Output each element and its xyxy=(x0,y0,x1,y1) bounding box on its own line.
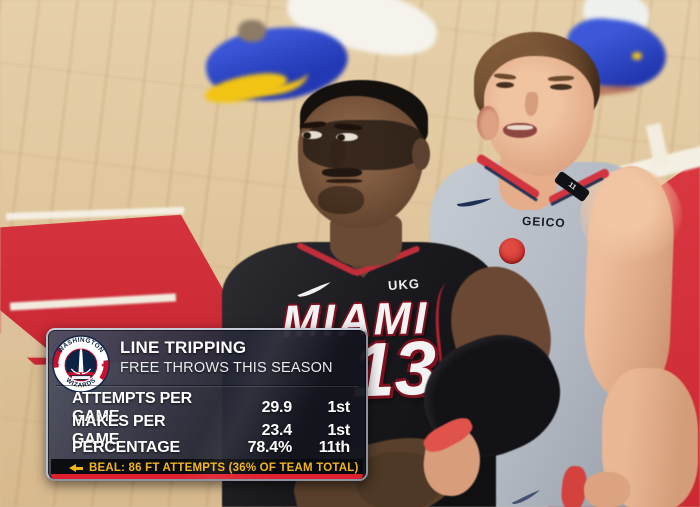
heat-player-hairline xyxy=(303,120,425,170)
logo-star-icon: ★ xyxy=(100,362,105,369)
mouth xyxy=(326,179,362,183)
eye-iris xyxy=(337,134,345,141)
background-shoe-detail xyxy=(632,52,642,60)
wizards-hand xyxy=(584,472,630,507)
jersey-sponsor-ukg: UKG xyxy=(387,275,421,294)
goatee xyxy=(318,186,364,214)
left-arrow-icon xyxy=(69,464,83,472)
wizards-player-ear xyxy=(477,106,499,140)
stat-row: ATTEMPTS PER GAME 29.9 1st xyxy=(48,390,366,425)
stat-rank: 1st xyxy=(327,399,350,416)
wizards-logo: WASHINGTON WIZARDS ★ ★ xyxy=(52,335,110,393)
stat-rank: 11th xyxy=(318,438,350,456)
nike-swoosh-icon xyxy=(511,489,541,505)
background-shoe-heel xyxy=(238,20,266,42)
panel-subtitle: FREE THROWS THIS SEASON xyxy=(120,360,333,376)
stats-rows: ATTEMPTS PER GAME 29.9 1st MAKES PER GAM… xyxy=(48,390,366,459)
jersey-sponsor-geico: GEICO xyxy=(521,213,567,231)
panel-footnote: BEAL: 86 FT ATTEMPTS (36% OF TEAM TOTAL) xyxy=(89,462,359,474)
stats-panel: WASHINGTON WIZARDS ★ ★ LINE TRIPPING FRE… xyxy=(46,328,368,481)
mustache xyxy=(322,168,362,177)
panel-red-accent xyxy=(51,474,363,479)
panel-divider xyxy=(56,386,358,387)
stat-value: 78.4% xyxy=(247,438,293,456)
eye xyxy=(302,131,322,139)
stat-label: MAKES PER GAME xyxy=(72,413,166,448)
wizards-shoulder xyxy=(580,168,682,264)
logo-star-icon: ★ xyxy=(55,362,60,369)
stat-value: 29.9 xyxy=(261,399,293,416)
eye xyxy=(496,82,514,88)
eye xyxy=(336,133,358,141)
stat-value: 23.4 xyxy=(261,422,293,439)
heat-player-ear xyxy=(412,138,430,170)
eye xyxy=(550,84,572,90)
stat-row: MAKES PER GAME 23.4 1st xyxy=(48,413,366,448)
eye-iris xyxy=(303,132,311,139)
stat-label: PERCENTAGE xyxy=(72,438,180,456)
nike-swoosh-icon xyxy=(456,198,492,207)
nike-swoosh-icon xyxy=(297,282,331,297)
jersey-patch-icon xyxy=(499,238,525,264)
panel-title: LINE TRIPPING xyxy=(120,338,247,357)
stat-label: ATTEMPTS PER GAME xyxy=(72,390,192,425)
stat-rank: 1st xyxy=(327,422,350,439)
teeth xyxy=(507,125,533,130)
panel-footer: BEAL: 86 FT ATTEMPTS (36% OF TEAM TOTAL) xyxy=(51,459,363,477)
stat-row: PERCENTAGE 78.4% 11th xyxy=(48,436,366,459)
